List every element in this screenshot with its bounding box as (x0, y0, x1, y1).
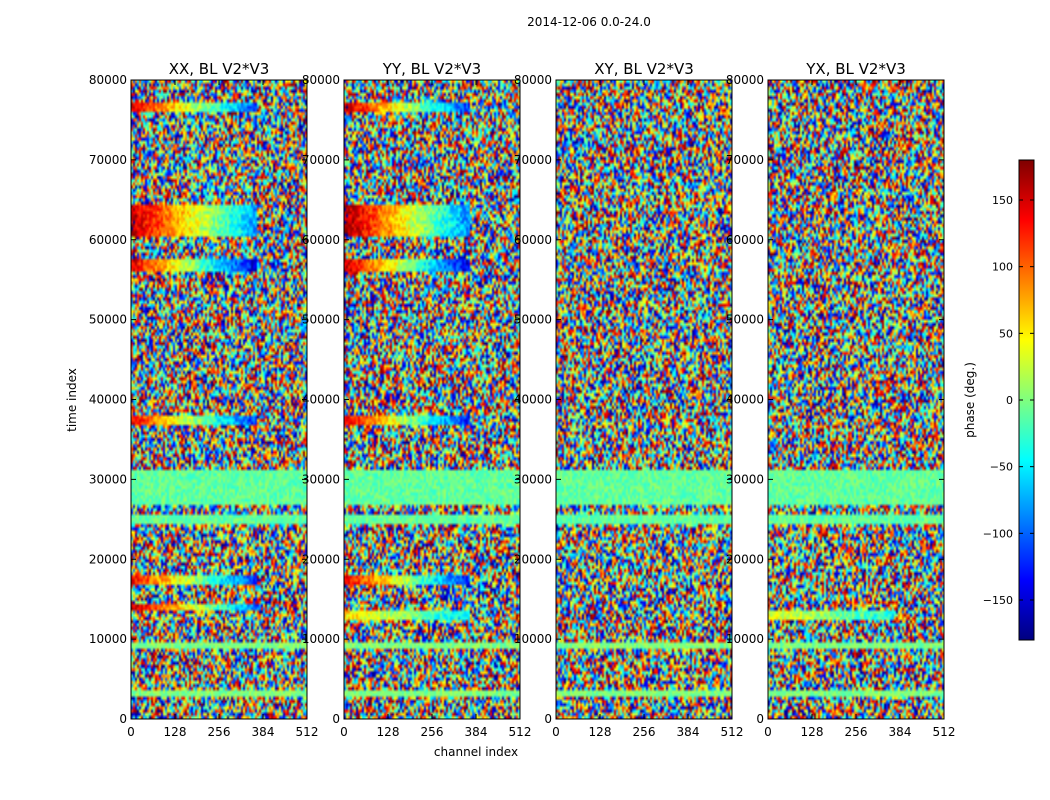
colorbar-label: phase (deg.) (963, 362, 977, 438)
x-tick-label: 384 (677, 725, 700, 739)
x-tick-label: 256 (421, 725, 444, 739)
y-tick-label: 60000 (514, 233, 552, 247)
colorbar-tick-label: 50 (999, 327, 1013, 340)
y-tick-label: 60000 (302, 233, 340, 247)
x-tick-label: 128 (377, 725, 400, 739)
y-tick-label: 80000 (302, 73, 340, 87)
x-tick-label: 0 (127, 725, 135, 739)
y-tick-label: 70000 (302, 153, 340, 167)
y-tick-label: 0 (756, 712, 764, 726)
panel-3: XY, BL V2*V3 0 128 256 384 512 0 10000 20000 3000… (514, 60, 744, 739)
y-tick-label: 60000 (89, 233, 127, 247)
panel-title: YY, BL V2*V3 (382, 60, 481, 78)
y-tick-label: 50000 (514, 313, 552, 327)
y-tick-label: 50000 (89, 313, 127, 327)
x-tick-label: 0 (340, 725, 348, 739)
y-tick-label: 0 (332, 712, 340, 726)
y-tick-label: 40000 (726, 393, 764, 407)
x-axis-label: channel index (434, 745, 518, 759)
x-tick-label: 384 (889, 725, 912, 739)
y-tick-label: 60000 (726, 233, 764, 247)
y-tick-label: 10000 (514, 632, 552, 646)
y-tick-label: 0 (119, 712, 127, 726)
x-tick-label: 0 (764, 725, 772, 739)
panel-title: XY, BL V2*V3 (594, 60, 694, 78)
panel-1-heatmap (131, 80, 307, 719)
y-tick-label: 70000 (514, 153, 552, 167)
x-tick-label: 256 (845, 725, 868, 739)
panel-2-heatmap (344, 80, 520, 719)
y-tick-label: 80000 (89, 73, 127, 87)
colorbar: −150 −100 −50 0 50 100 150 (983, 159, 1035, 641)
x-tick-label: 512 (721, 725, 744, 739)
x-tick-label: 384 (465, 725, 488, 739)
y-tick-label: 30000 (89, 472, 127, 486)
x-tick-label: 384 (252, 725, 275, 739)
panel-2: YY, BL V2*V3 0 128 256 384 512 0 10000 20000 3000… (302, 60, 532, 739)
y-tick-label: 20000 (514, 552, 552, 566)
colorbar-tick-label: −100 (983, 527, 1013, 540)
y-tick-label: 30000 (726, 472, 764, 486)
y-tick-label: 70000 (726, 153, 764, 167)
x-tick-label: 128 (164, 725, 187, 739)
y-axis-label: time index (65, 368, 79, 432)
y-tick-label: 50000 (726, 313, 764, 327)
x-tick-label: 128 (589, 725, 612, 739)
y-tick-label: 80000 (726, 73, 764, 87)
panel-1: XX, BL V2*V3 0 128 256 384 512 0 10000 20000 3000… (89, 60, 319, 739)
x-tick-label: 512 (296, 725, 319, 739)
y-tick-label: 20000 (726, 552, 764, 566)
y-tick-label: 40000 (302, 393, 340, 407)
x-tick-label: 256 (208, 725, 231, 739)
colorbar-tick-label: 100 (992, 261, 1013, 274)
x-tick-label: 128 (801, 725, 824, 739)
y-tick-label: 0 (544, 712, 552, 726)
colorbar-tick-label: −150 (983, 594, 1013, 607)
y-tick-label: 70000 (89, 153, 127, 167)
x-tick-label: 512 (933, 725, 956, 739)
y-tick-label: 50000 (302, 313, 340, 327)
y-tick-label: 30000 (514, 472, 552, 486)
y-tick-label: 10000 (726, 632, 764, 646)
colorbar-tick-label: −50 (990, 461, 1013, 474)
panel-3-heatmap (556, 80, 732, 719)
figure-suptitle: 2014-12-06 0.0-24.0 (527, 15, 651, 29)
y-tick-label: 40000 (514, 393, 552, 407)
panels-group: XX, BL V2*V3 0 128 256 384 512 0 10000 20000 3000… (89, 60, 956, 739)
y-tick-label: 30000 (302, 472, 340, 486)
panel-title: XX, BL V2*V3 (169, 60, 270, 78)
y-tick-label: 40000 (89, 393, 127, 407)
colorbar-tick-label: 150 (992, 194, 1013, 207)
panel-4: YX, BL V2*V3 0 128 256 384 512 0 10000 20000 3000… (726, 60, 956, 739)
panel-title: YX, BL V2*V3 (805, 60, 906, 78)
colorbar-tick-label: 0 (1006, 394, 1013, 407)
y-tick-label: 20000 (302, 552, 340, 566)
x-tick-label: 512 (509, 725, 532, 739)
panel-4-heatmap (768, 80, 944, 719)
y-tick-label: 20000 (89, 552, 127, 566)
y-tick-label: 10000 (302, 632, 340, 646)
y-tick-label: 80000 (514, 73, 552, 87)
x-tick-label: 0 (552, 725, 560, 739)
x-tick-label: 256 (633, 725, 656, 739)
y-tick-label: 10000 (89, 632, 127, 646)
